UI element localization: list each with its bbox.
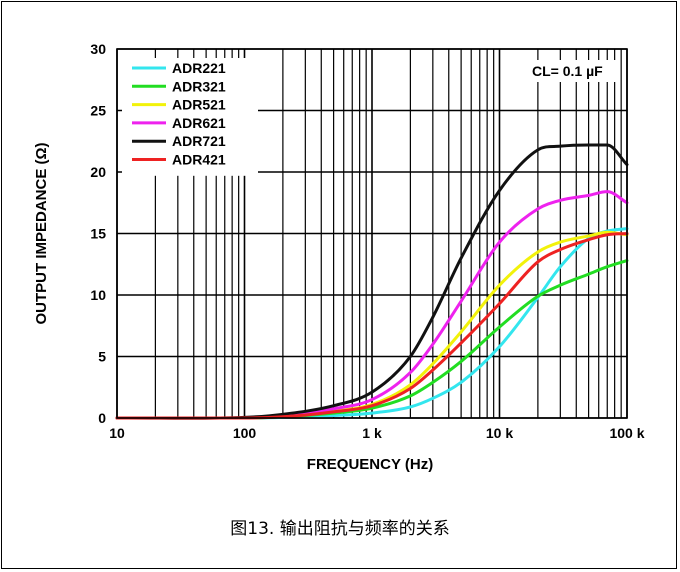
y-tick-label: 25	[90, 103, 106, 119]
legend: ADR221 ADR321 ADR521 ADR621 ADR721 ADR421	[132, 60, 226, 168]
x-axis-title: FREQUENCY (Hz)	[307, 456, 433, 473]
series-line-adr721	[115, 143, 629, 420]
legend-box	[122, 58, 258, 176]
legend-label-adr521: ADR521	[172, 97, 226, 113]
y-tick-labels: 0 5 10 15 20 25 30	[90, 41, 106, 426]
y-tick-label: 30	[90, 41, 106, 57]
legend-label-adr721: ADR721	[172, 133, 226, 149]
figure-caption: 图13. 输出阻抗与频率的关系	[230, 519, 450, 539]
y-tick-label: 20	[90, 164, 106, 180]
legend-label-adr421: ADR421	[172, 152, 226, 168]
y-axis-title: OUTPUT IMPEDANCE (Ω)	[33, 142, 50, 324]
x-tick-label: 100 k	[609, 425, 644, 441]
y-tick-label: 15	[90, 226, 106, 242]
x-tick-label: 10 k	[486, 425, 513, 441]
x-tick-label: 100	[233, 425, 257, 441]
y-tick-label: 5	[98, 349, 106, 365]
series-layer	[115, 143, 629, 420]
y-tick-label: 10	[90, 287, 106, 303]
y-tick-label: 0	[98, 410, 106, 426]
x-tick-labels: 10 100 1 k 10 k 100 k	[109, 425, 645, 441]
x-tick-label: 10	[109, 425, 125, 441]
legend-label-adr221: ADR221	[172, 60, 226, 76]
annotation-box	[526, 60, 620, 82]
legend-label-adr621: ADR621	[172, 115, 226, 131]
annotation-cl: CL= 0.1 µF	[532, 63, 603, 79]
x-tick-label: 1 k	[362, 425, 382, 441]
plot-border	[116, 48, 628, 419]
legend-label-adr321: ADR321	[172, 78, 226, 94]
series-line-adr421	[115, 232, 629, 420]
